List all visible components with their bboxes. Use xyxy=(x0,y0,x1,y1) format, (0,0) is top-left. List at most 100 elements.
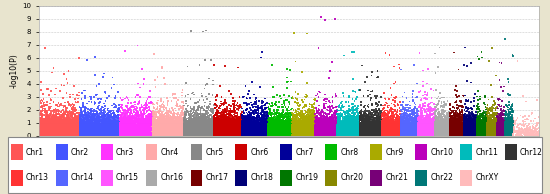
Point xyxy=(358,129,366,132)
Point xyxy=(136,131,145,134)
Point xyxy=(119,125,128,128)
Point xyxy=(144,131,153,134)
Point xyxy=(345,131,354,134)
Point xyxy=(94,132,102,135)
Point xyxy=(356,125,365,128)
Point xyxy=(170,128,179,131)
Point xyxy=(141,124,150,127)
Point xyxy=(503,130,512,133)
Point xyxy=(422,133,431,137)
Point xyxy=(370,126,379,130)
Point xyxy=(324,128,333,131)
Point xyxy=(439,132,448,135)
Point xyxy=(437,133,446,137)
Point xyxy=(85,131,94,134)
Point xyxy=(256,127,265,130)
Point xyxy=(92,133,101,137)
Point xyxy=(278,127,287,130)
Point xyxy=(485,130,494,133)
Point xyxy=(81,124,90,127)
Point xyxy=(503,127,512,130)
Point xyxy=(180,132,189,135)
Point xyxy=(135,134,144,137)
Point xyxy=(361,118,370,121)
Point xyxy=(277,133,286,136)
Point xyxy=(174,128,183,131)
Point xyxy=(419,126,427,130)
Point xyxy=(63,128,72,131)
Point xyxy=(117,121,126,125)
Point xyxy=(344,132,353,135)
Point xyxy=(272,122,281,125)
Point xyxy=(379,128,388,131)
Point xyxy=(500,126,509,130)
Point xyxy=(414,133,422,136)
Point xyxy=(88,129,97,133)
Point xyxy=(199,131,208,134)
Point xyxy=(203,122,212,125)
Point xyxy=(361,128,370,131)
Point xyxy=(207,125,216,128)
Point xyxy=(294,131,302,134)
Point xyxy=(366,133,375,136)
Point xyxy=(223,130,232,133)
Point xyxy=(196,131,205,134)
Point xyxy=(247,120,256,123)
Point xyxy=(465,127,474,131)
Point xyxy=(293,132,302,135)
Point xyxy=(355,131,364,134)
Point xyxy=(114,125,123,128)
Point xyxy=(392,132,401,135)
Point xyxy=(360,133,368,136)
Point xyxy=(323,125,332,128)
Point xyxy=(237,129,246,133)
Point xyxy=(353,133,362,137)
Point xyxy=(328,133,337,136)
Point xyxy=(496,134,504,137)
Point xyxy=(85,134,94,137)
Point xyxy=(488,130,497,133)
Point xyxy=(271,133,280,136)
Point xyxy=(503,132,512,135)
Point xyxy=(453,133,461,136)
Point xyxy=(67,132,75,135)
Point xyxy=(323,121,332,125)
Point xyxy=(353,131,361,134)
Point xyxy=(87,130,96,133)
Point xyxy=(317,125,326,128)
Point xyxy=(327,130,336,133)
Point xyxy=(434,131,443,134)
Point xyxy=(96,132,105,135)
Point xyxy=(290,130,299,133)
Point xyxy=(439,134,448,137)
Point xyxy=(118,133,127,136)
Point xyxy=(169,134,178,137)
Point xyxy=(212,126,221,130)
Point xyxy=(224,131,233,134)
Point xyxy=(63,125,72,128)
Point xyxy=(36,123,45,126)
Point xyxy=(147,133,156,136)
Point xyxy=(126,126,135,129)
Point xyxy=(388,131,397,134)
Point xyxy=(369,134,378,137)
Point xyxy=(90,133,98,136)
Point xyxy=(94,128,103,132)
Point xyxy=(482,128,491,131)
Point xyxy=(174,132,183,135)
Point xyxy=(55,131,64,134)
Point xyxy=(124,127,133,130)
Point xyxy=(258,131,267,134)
Point xyxy=(493,132,502,135)
Point xyxy=(72,123,80,126)
Point xyxy=(234,129,243,132)
Point xyxy=(480,130,488,133)
Point xyxy=(63,127,72,130)
Point xyxy=(270,134,279,137)
Point xyxy=(205,126,214,129)
Point xyxy=(239,124,248,127)
Point xyxy=(481,132,490,135)
Point xyxy=(346,132,355,135)
Point xyxy=(96,119,105,122)
Point xyxy=(416,131,425,134)
